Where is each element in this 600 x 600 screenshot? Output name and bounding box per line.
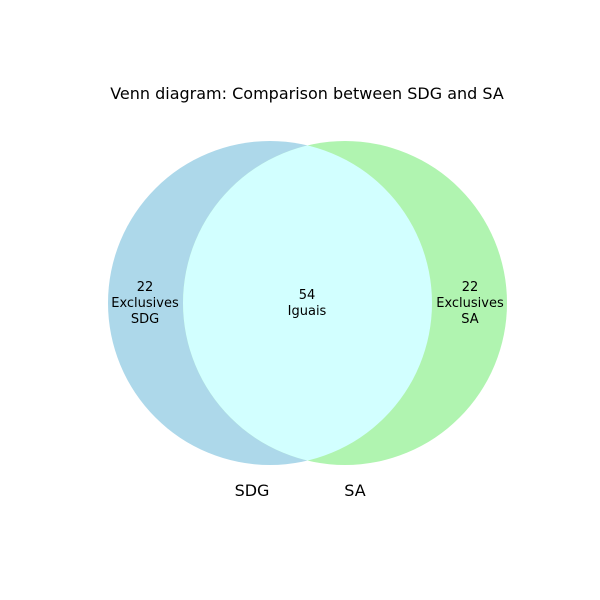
intersection-text: Iguais: [288, 304, 327, 319]
sa-exclusive-count: 22: [462, 280, 479, 295]
sa-exclusive-line2: SA: [461, 312, 478, 327]
intersection-label: 54 Iguais: [288, 288, 327, 319]
diagram-title: Venn diagram: Comparison between SDG and…: [110, 84, 504, 103]
sdg-exclusive-label: 22 Exclusives SDG: [111, 280, 179, 327]
set-label-sa: SA: [344, 481, 365, 500]
sdg-exclusive-line2: SDG: [131, 312, 159, 327]
intersection-count: 54: [299, 288, 316, 303]
sdg-exclusive-line1: Exclusives: [111, 296, 179, 311]
sa-exclusive-label: 22 Exclusives SA: [436, 280, 504, 327]
sdg-exclusive-count: 22: [137, 280, 154, 295]
set-label-sdg: SDG: [235, 481, 270, 500]
sa-exclusive-line1: Exclusives: [436, 296, 504, 311]
